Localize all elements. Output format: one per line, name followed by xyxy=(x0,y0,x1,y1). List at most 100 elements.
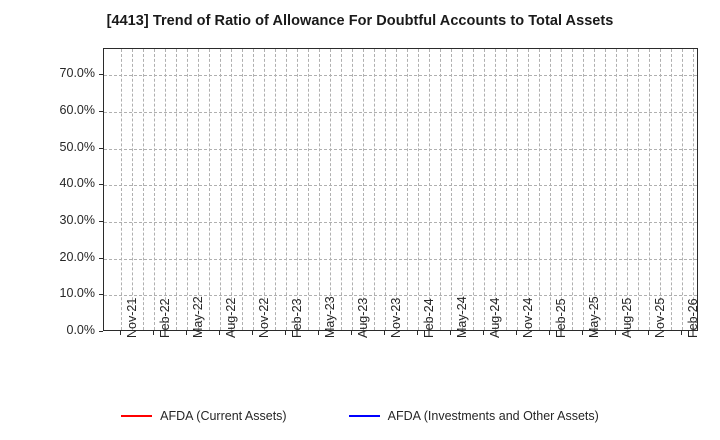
gridline-vertical xyxy=(208,49,210,330)
x-axis-tick-mark xyxy=(350,331,352,335)
y-axis-tick-mark xyxy=(99,221,103,223)
gridline-vertical xyxy=(506,49,508,330)
gridline-vertical xyxy=(462,49,464,330)
x-axis-tick-label: Feb-23 xyxy=(289,298,304,338)
gridline-vertical xyxy=(307,49,309,330)
gridline-vertical xyxy=(142,49,144,330)
x-axis-tick-label: Aug-25 xyxy=(620,297,635,338)
gridline-horizontal xyxy=(104,148,697,150)
chart-legend: AFDA (Current Assets) AFDA (Investments a… xyxy=(0,404,720,428)
y-axis-tick-mark xyxy=(99,294,103,296)
y-axis-tick-mark xyxy=(99,147,103,149)
gridline-horizontal xyxy=(104,222,697,224)
x-axis-tick-label: Feb-26 xyxy=(686,298,701,338)
x-axis-tick-mark xyxy=(152,331,154,335)
gridline-vertical xyxy=(418,49,420,330)
x-axis-tick-mark xyxy=(383,331,385,335)
gridline-vertical xyxy=(550,49,552,330)
x-axis-tick-label: May-22 xyxy=(190,296,205,338)
gridline-horizontal xyxy=(104,112,697,114)
gridline-vertical xyxy=(495,49,497,330)
y-axis-tick-label: 30.0% xyxy=(59,213,95,228)
gridline-vertical xyxy=(671,49,673,330)
gridline-vertical xyxy=(197,49,199,330)
gridline-vertical xyxy=(627,49,629,330)
legend-item[interactable]: AFDA (Investments and Other Assets) xyxy=(348,409,599,423)
y-axis-tick-label: 0.0% xyxy=(66,323,96,337)
gridline-vertical xyxy=(572,49,574,330)
y-axis-tick-mark xyxy=(99,111,103,113)
y-axis-tick-label: 70.0% xyxy=(59,66,95,81)
gridline-vertical xyxy=(539,49,541,330)
gridline-vertical xyxy=(241,49,243,330)
gridline-horizontal xyxy=(104,258,697,260)
x-axis-tick-label: May-25 xyxy=(587,296,602,338)
gridline-vertical xyxy=(384,49,386,330)
gridline-horizontal xyxy=(104,295,697,297)
legend-color-swatch xyxy=(121,415,153,417)
x-axis-tick-mark xyxy=(119,331,121,335)
x-axis-tick-mark xyxy=(615,331,617,335)
gridline-vertical xyxy=(340,49,342,330)
gridline-vertical xyxy=(373,49,375,330)
legend-item[interactable]: AFDA (Current Assets) xyxy=(121,409,287,423)
x-axis-tick-label: Nov-25 xyxy=(653,297,668,338)
gridline-vertical xyxy=(296,49,298,330)
gridline-vertical xyxy=(638,49,640,330)
x-axis-tick-mark xyxy=(483,331,485,335)
gridline-vertical xyxy=(230,49,232,330)
series-line-segment xyxy=(131,329,165,330)
gridline-vertical xyxy=(605,49,607,330)
x-axis-tick-mark xyxy=(185,331,187,335)
x-axis-tick-label: Nov-22 xyxy=(256,297,271,338)
gridline-vertical xyxy=(528,49,530,330)
data-series-layer xyxy=(104,49,697,330)
gridline-horizontal xyxy=(104,75,697,77)
chart-title: [4413] Trend of Ratio of Allowance For D… xyxy=(106,13,614,29)
gridline-vertical xyxy=(616,49,618,330)
x-axis-tick-mark xyxy=(648,331,650,335)
gridline-vertical xyxy=(451,49,453,330)
gridline-vertical xyxy=(649,49,651,330)
x-axis-tick-label: Feb-25 xyxy=(554,298,569,338)
y-axis-tick-label: 60.0% xyxy=(59,103,95,118)
x-axis-tick-label: Nov-23 xyxy=(388,297,403,338)
gridline-vertical xyxy=(153,49,155,330)
gridline-vertical xyxy=(186,49,188,330)
x-axis-tick-mark xyxy=(284,331,286,335)
x-axis-tick-label: Aug-22 xyxy=(223,297,238,338)
gridline-vertical xyxy=(164,49,166,330)
gridline-vertical xyxy=(362,49,364,330)
x-axis-tick-label: Feb-24 xyxy=(422,298,437,338)
x-axis-tick-mark xyxy=(681,331,683,335)
x-axis-tick-mark xyxy=(582,331,584,335)
y-axis-tick-mark xyxy=(99,257,103,259)
x-axis-tick-mark xyxy=(317,331,319,335)
gridline-vertical xyxy=(594,49,596,330)
gridlines xyxy=(104,49,697,330)
gridline-vertical xyxy=(175,49,177,330)
legend-label: AFDA (Current Assets) xyxy=(160,409,287,423)
gridline-vertical xyxy=(329,49,331,330)
gridline-vertical xyxy=(517,49,519,330)
x-axis-tick-mark xyxy=(417,331,419,335)
gridline-vertical xyxy=(682,49,684,330)
x-axis-tick-label: May-24 xyxy=(455,296,470,338)
x-axis-tick-mark xyxy=(549,331,551,335)
x-axis-tick-mark xyxy=(450,331,452,335)
gridline-vertical xyxy=(285,49,287,330)
gridline-vertical xyxy=(440,49,442,330)
y-axis-tick-label: 10.0% xyxy=(59,286,95,301)
y-axis-tick-label: 40.0% xyxy=(59,176,95,191)
gridline-vertical xyxy=(693,49,695,330)
gridline-vertical xyxy=(561,49,563,330)
plot-area xyxy=(103,48,698,331)
x-axis-tick-mark xyxy=(251,331,253,335)
x-axis-tick-label: May-23 xyxy=(322,296,337,338)
gridline-vertical xyxy=(274,49,276,330)
gridline-vertical xyxy=(120,49,122,330)
gridline-vertical xyxy=(484,49,486,330)
gridline-vertical xyxy=(131,49,133,330)
gridline-vertical xyxy=(407,49,408,330)
gridline-vertical xyxy=(252,49,254,330)
